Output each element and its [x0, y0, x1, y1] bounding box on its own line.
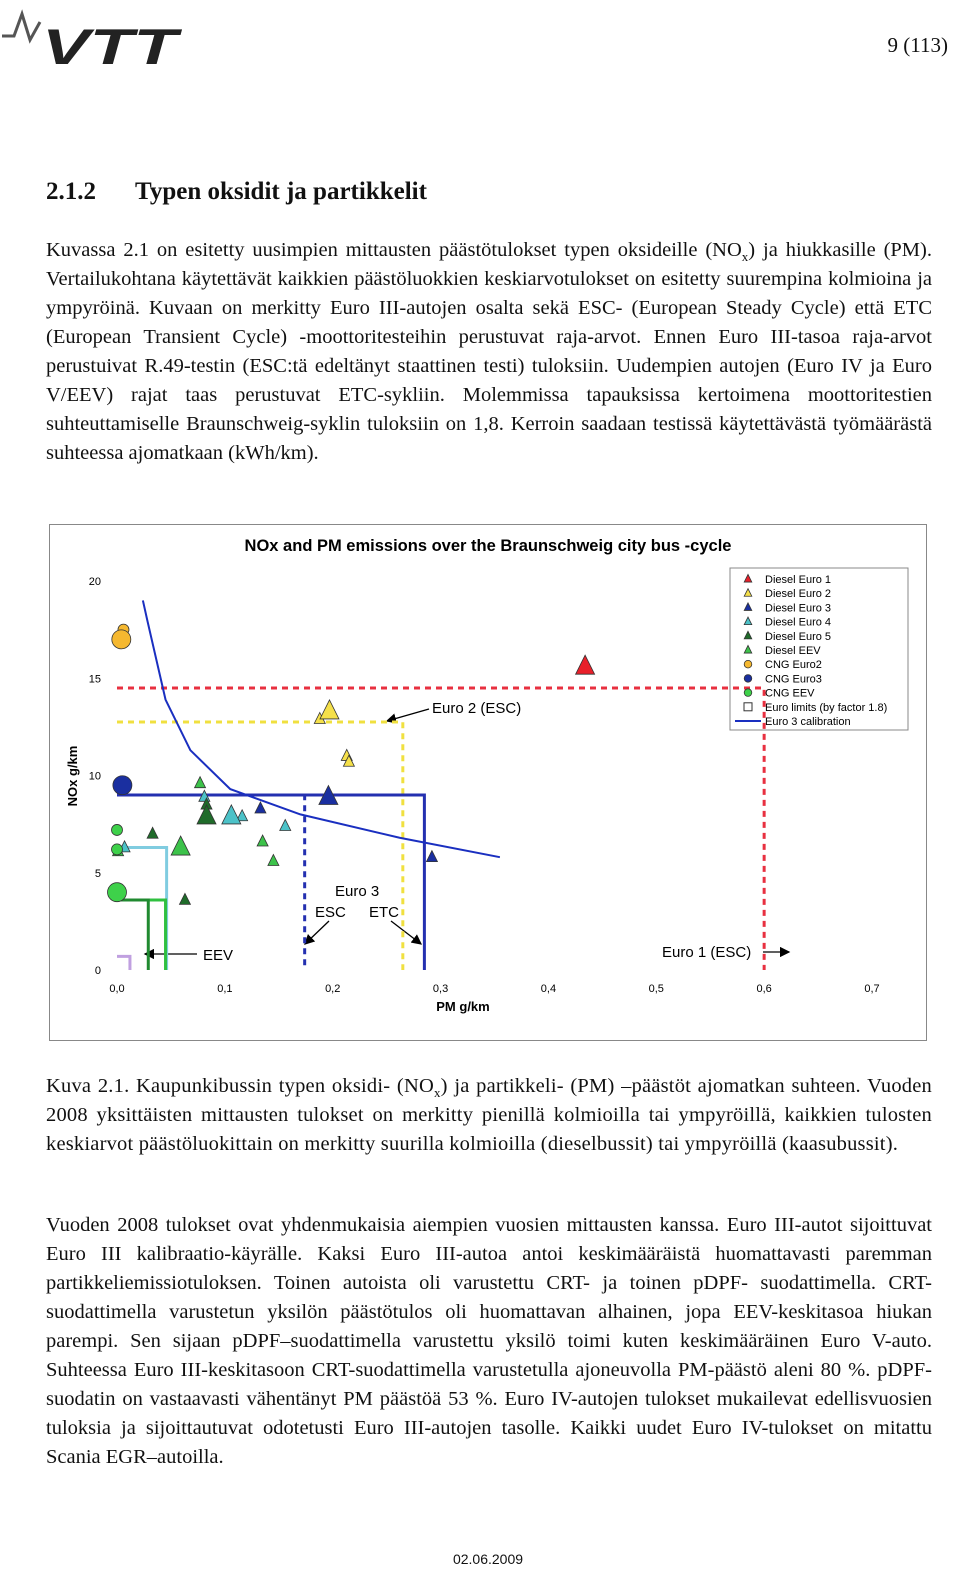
legend-marker [743, 630, 753, 640]
y-tick-label: 5 [95, 868, 101, 880]
legend-marker [743, 659, 753, 669]
annotation: Euro 2 (ESC) [432, 700, 521, 717]
y-axis-label: NOx g/km [65, 746, 80, 807]
point [342, 754, 356, 767]
annotation: ESC [315, 904, 346, 921]
legend-marker [743, 702, 753, 712]
chart: NOx and PM emissions over the Braunschwe… [65, 537, 909, 1014]
limit-line [117, 898, 168, 970]
paragraph: Vuoden 2008 tulokset ovat yhdenmukaisia … [46, 1211, 932, 1472]
legend-marker [743, 688, 753, 697]
legend-label: Diesel Euro 2 [765, 588, 831, 600]
point [111, 824, 123, 836]
point [235, 808, 249, 822]
y-tick-label: 0 [95, 965, 101, 977]
logo-wave [2, 9, 42, 44]
mean-point [107, 882, 127, 903]
limit-line [117, 793, 426, 970]
legend-marker [743, 674, 753, 683]
legend-marker [743, 587, 753, 597]
x-axis-label: PM g/km [436, 999, 489, 1014]
text-run: Kuvassa 2.1 on esitetty uusimpien mittau… [46, 239, 742, 261]
point [111, 843, 123, 856]
legend-label: Diesel Euro 4 [765, 617, 831, 629]
chart-title: NOx and PM emissions over the Braunschwe… [245, 537, 732, 555]
section-title: Typen oksidit ja partikkelit [135, 178, 427, 205]
text-run: Vuoden 2008 tulokset ovat yhdenmukaisia … [46, 1214, 932, 1468]
annotation: Euro 1 (ESC) [662, 944, 751, 961]
page-number: 9 (113) [887, 33, 948, 57]
legend-marker [743, 616, 753, 626]
point [193, 775, 207, 789]
point [146, 826, 159, 839]
mean-point [196, 804, 217, 825]
text-run: ) ja hiukkasille (PM). Vertailukohtana k… [46, 239, 932, 464]
x-tick-label: 0,4 [541, 983, 556, 995]
figure-frame [49, 524, 927, 1041]
mean-point [221, 804, 242, 825]
subscript: x [741, 249, 749, 265]
footer-date: 02.06.2009 [452, 1551, 524, 1567]
caption: Kuva 2.1. Kaupunkibussin typen oksidi- (… [46, 1072, 932, 1159]
point [279, 818, 292, 831]
y-tick-label: 20 [89, 576, 101, 588]
legend-marker [743, 601, 753, 611]
x-tick-label: 0,5 [649, 983, 664, 995]
mean-point [318, 784, 339, 805]
point [178, 892, 192, 905]
legend-label: CNG Euro2 [765, 659, 822, 671]
text-run: Kuva 2.1. Kaupunkibussin typen oksidi- (… [46, 1075, 434, 1097]
point [254, 801, 267, 814]
legend-label: CNG Euro3 [765, 673, 822, 685]
paragraph: Kuvassa 2.1 on esitetty uusimpien mittau… [46, 236, 932, 468]
y-tick-label: 10 [89, 771, 101, 783]
legend-label: Diesel Euro 3 [765, 602, 831, 614]
text-run: ) ja partikkeli- (PM) –päästöt ajomatkan… [46, 1075, 932, 1155]
mean-point [112, 775, 133, 796]
arrow [304, 920, 330, 945]
legend-label: Diesel Euro 5 [765, 631, 831, 643]
legend-label: CNG EEV [765, 688, 815, 700]
arrow [390, 920, 423, 945]
point [267, 853, 280, 866]
limit-line [117, 720, 405, 970]
limit-line [117, 686, 766, 970]
legend-marker [743, 644, 753, 654]
mean-point [574, 654, 596, 675]
limit-line [117, 845, 169, 970]
mean-point [111, 629, 132, 650]
annotation: ETC [369, 904, 399, 921]
mean-point [170, 835, 191, 856]
x-tick-label: 0,3 [433, 983, 448, 995]
arrow [385, 708, 430, 724]
limit-line [117, 954, 132, 970]
section-number: 2.1.2 [46, 178, 96, 205]
legend-frame [729, 567, 909, 731]
logo-text: VTT [42, 19, 183, 70]
legend-label: Euro 3 calibration [765, 716, 851, 728]
legend-marker [743, 573, 753, 583]
logo: VTT [2, 9, 183, 70]
legend-label: Euro limits (by factor 1.8) [765, 702, 887, 714]
calibration-line [141, 600, 501, 859]
x-tick-label: 0,7 [864, 983, 879, 995]
legend-label: Diesel Euro 1 [765, 574, 831, 586]
x-tick-label: 0,6 [756, 983, 771, 995]
subscript: x [433, 1085, 441, 1101]
legend-label: Diesel EEV [765, 645, 821, 657]
annotation: EEV [203, 947, 233, 964]
limit-line [117, 898, 150, 970]
annotation: Euro 3 [335, 883, 379, 900]
point [256, 834, 269, 847]
mean-point [319, 699, 340, 720]
x-tick-label: 0,0 [109, 983, 124, 995]
x-tick-label: 0,1 [217, 983, 232, 995]
x-tick-label: 0,2 [325, 983, 340, 995]
point [425, 849, 439, 862]
y-tick-label: 15 [89, 673, 101, 685]
